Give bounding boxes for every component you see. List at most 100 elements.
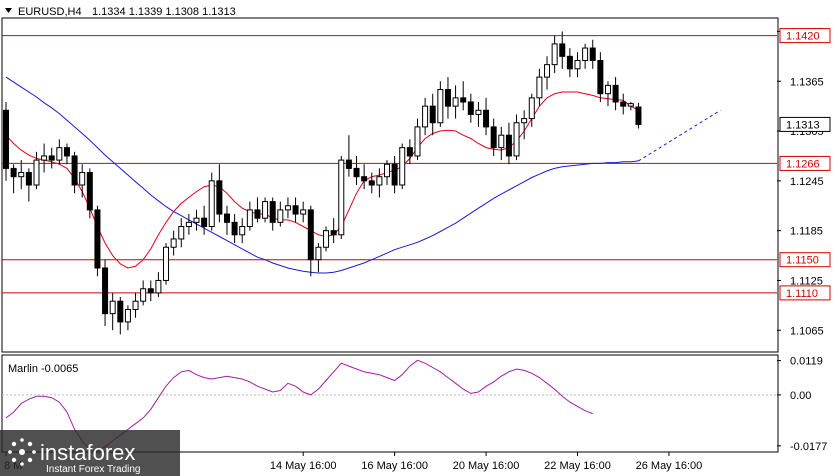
candle-bear (48, 155, 55, 161)
candle-bull (79, 172, 86, 186)
time-tick-label: 26 May 16:00 (636, 460, 703, 472)
candle-bear (3, 109, 9, 169)
watermark-brand: instaforex (40, 440, 135, 465)
candle-bull (437, 89, 444, 124)
slow-ma-line (5, 76, 639, 274)
candle-bull (33, 159, 40, 186)
candle-bear (589, 47, 596, 61)
level-label-box (779, 155, 831, 171)
candle-bull (574, 60, 581, 70)
candle-bear (10, 167, 17, 178)
candle-bull (109, 300, 116, 315)
candle-bear (216, 180, 223, 215)
candle-bull (452, 97, 459, 107)
candle-bear (406, 147, 413, 157)
price-tick-label: 1.1185 (790, 226, 823, 238)
candle-bull (124, 309, 131, 323)
candle-bear (345, 159, 352, 169)
price-pane (1, 17, 779, 353)
candle-bull (498, 134, 505, 149)
candle-bull (284, 205, 291, 211)
candle-bull (376, 176, 383, 186)
candle-bear (490, 126, 497, 149)
level-label-box (779, 28, 831, 44)
candle-bear (117, 300, 124, 323)
candle-bull (163, 246, 170, 281)
symbol-label: EURUSD,H4 (18, 6, 82, 18)
candle-bear (597, 60, 604, 95)
candle-bear (429, 105, 436, 124)
candle-bull (513, 122, 520, 157)
time-tick-label: 16 May 16:00 (361, 460, 428, 472)
candle-bull (627, 103, 634, 107)
candle-bear (391, 163, 398, 186)
candle-bull (132, 300, 139, 311)
candle-bull (56, 147, 63, 161)
candle-bear (460, 97, 467, 103)
candle-bear (102, 267, 109, 315)
candle-bull (239, 226, 246, 236)
oscillator-tick-label: -0.0177 (790, 441, 827, 453)
candle-bear (292, 205, 299, 215)
candle-bull (315, 246, 322, 261)
candle-bear (635, 106, 642, 125)
price-tick-label: 1.1065 (790, 325, 824, 337)
candle-bull (323, 230, 330, 248)
candle-bull (170, 238, 177, 248)
candle-bull (536, 76, 543, 99)
current-price-box (779, 116, 831, 132)
price-tick-label: 1.1245 (790, 176, 824, 188)
axis-labels: 1.14251.13651.13051.12451.11851.11251.10… (4, 26, 831, 472)
candle-bear (231, 221, 238, 236)
candle-bear (467, 101, 474, 115)
candle-bear (94, 209, 101, 269)
candle-bull (414, 126, 421, 157)
symbol-menu-icon[interactable] (5, 8, 12, 13)
candle-bear (444, 89, 451, 107)
candle-bear (25, 172, 32, 186)
candle-bear (612, 84, 619, 103)
candle-bear (505, 134, 512, 157)
oscillator-tick-label: 0.00 (790, 390, 811, 402)
candle-bull (528, 97, 535, 120)
candle-bull (178, 226, 185, 240)
watermark-tagline: Instant Forex Trading (46, 464, 141, 475)
watermark-bg (0, 430, 180, 476)
candle-bull (300, 209, 307, 215)
candle-bear (559, 43, 566, 57)
indicator-label: Marlin -0.0065 (8, 363, 78, 375)
candle-bear (147, 288, 154, 294)
candle-bear (71, 155, 78, 186)
candle-bear (353, 167, 360, 178)
price-tick-label: 1.1365 (790, 76, 824, 88)
candle-bear (201, 217, 208, 227)
oscillator-tick-label: 0.0119 (790, 356, 823, 368)
candle-bear (566, 55, 573, 70)
candle-bear (63, 147, 70, 157)
candle-bull (18, 172, 25, 178)
time-tick-label: 14 May 16:00 (270, 460, 337, 472)
candle-bull (262, 201, 269, 219)
candle-bull (551, 43, 558, 66)
candle-bull (41, 155, 48, 161)
candle-bear (86, 172, 93, 211)
candle-bear (620, 101, 627, 107)
candle-bear (330, 230, 337, 236)
candle-bull (338, 159, 345, 236)
level-lines (2, 35, 777, 294)
candle-bull (140, 288, 147, 302)
candle-bear (368, 180, 375, 186)
candle-bull (208, 180, 215, 228)
candle-bull (422, 105, 429, 128)
level-label: 1.1110 (786, 288, 818, 300)
current-price-label: 1.1313 (786, 119, 820, 131)
candle-bear (269, 201, 276, 223)
candles (3, 31, 642, 335)
candle-bull (399, 147, 406, 186)
candle-bear (254, 209, 261, 219)
level-label: 1.1150 (786, 255, 819, 267)
level-label: 1.1420 (786, 31, 820, 43)
candle-bear (223, 213, 230, 223)
candle-bull (521, 118, 528, 124)
